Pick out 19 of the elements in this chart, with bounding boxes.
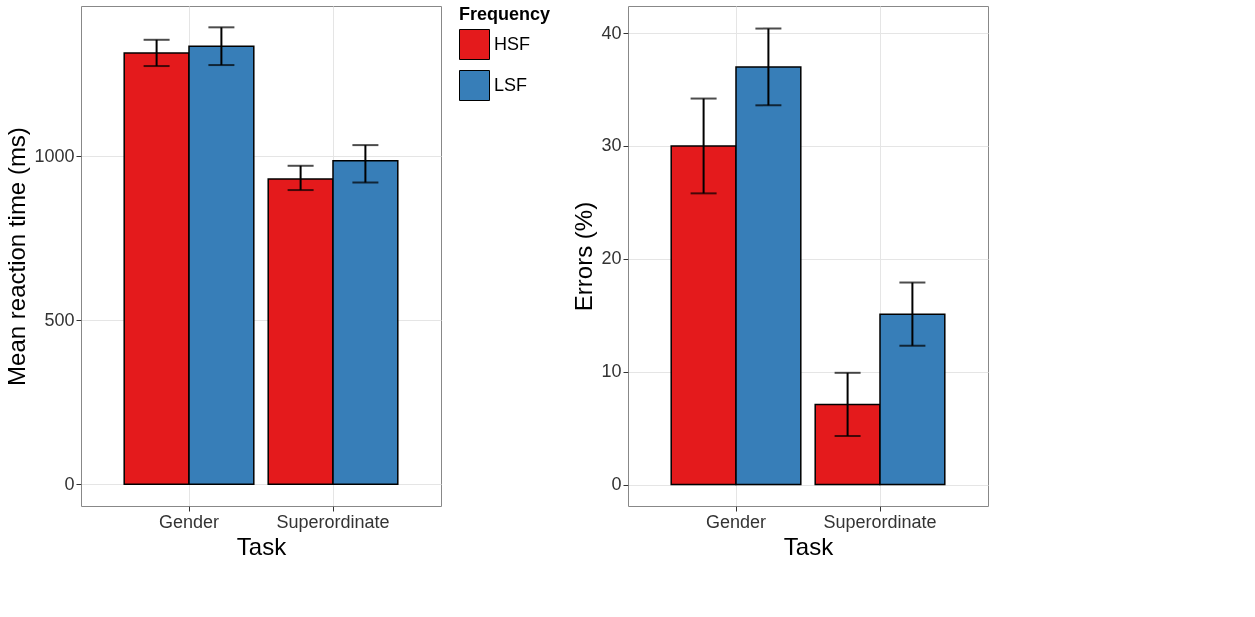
x-tick-label: Superordinate	[276, 511, 390, 532]
x-tick-label: Superordinate	[823, 511, 937, 532]
legend-label: HSF	[494, 33, 530, 54]
y-tick-label: 10	[601, 361, 622, 382]
x-tick-label: Gender	[705, 511, 767, 532]
y-tick-label: 1000	[34, 145, 75, 166]
y-tick-label: 0	[611, 474, 622, 495]
y-tick-label: 40	[601, 22, 622, 43]
y-tick-label: 30	[601, 135, 622, 156]
legend-title: Frequency	[459, 4, 551, 24]
y-tick-label: 0	[64, 473, 75, 494]
y-axis-title: Mean reaction time (ms)	[3, 127, 31, 386]
legend-label: LSF	[494, 74, 528, 95]
x-axis-title: Task	[783, 532, 835, 560]
x-axis-title: Task	[236, 532, 288, 560]
y-axis-title: Errors (%)	[570, 201, 598, 312]
x-tick-label: Gender	[158, 511, 220, 532]
y-tick-label: 500	[44, 309, 75, 330]
y-tick-label: 20	[601, 248, 622, 269]
